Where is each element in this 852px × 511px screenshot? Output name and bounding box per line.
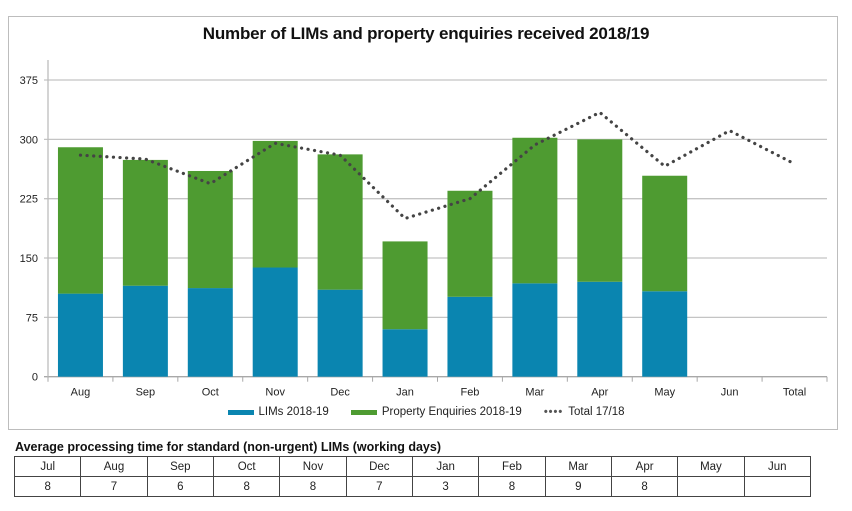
bar-lims [187, 288, 233, 377]
legend-item-property-enquiries: Property Enquiries 2018-19 [350, 406, 522, 418]
y-tick-label: 150 [20, 253, 38, 265]
table-header-cell: Jan [411, 456, 480, 477]
y-tick-label: 300 [20, 134, 38, 146]
table-value-cell [677, 476, 745, 497]
table-header-cell: Nov [279, 456, 347, 477]
legend-label: Total 17/18 [568, 406, 625, 418]
x-tick-label: Sep [136, 387, 156, 399]
bar-lims [317, 289, 363, 377]
x-tick-label: Nov [265, 387, 285, 399]
x-tick-label: Jan [396, 387, 414, 399]
x-tick-label: Apr [591, 387, 608, 399]
y-tick-label: 225 [20, 194, 38, 206]
table-header-cell: Jun [743, 456, 812, 477]
table-value-cell: 8 [279, 476, 347, 497]
total-1718-line [78, 110, 797, 221]
x-tick-label: Total [783, 387, 806, 399]
x-axis: Aug Sep Oct Nov Dec Jan Feb Mar Apr May Jun Total [47, 376, 828, 399]
legend-label: LIMs 2018-19 [258, 406, 329, 418]
table-value-cell: 8 [13, 476, 82, 497]
x-tick-label: May [654, 387, 675, 399]
legend-item-lims: LIMs 2018-19 [227, 406, 329, 418]
table-value-cell: 3 [411, 476, 480, 497]
bar-property-enquiries [447, 190, 493, 297]
table-header-cell: Sep [146, 456, 214, 477]
table-header-cell: Oct [212, 456, 281, 477]
x-tick-label: Dec [330, 387, 350, 399]
bar-lims [382, 329, 428, 377]
bar-lims [512, 283, 558, 377]
processing-table-header-row: Jul Aug Sep Oct Nov Dec Jan Feb Mar Apr May Jun [13, 456, 812, 477]
line-total-1718 [78, 110, 797, 221]
table-value-cell [743, 476, 812, 497]
table-header-cell: Jul [13, 456, 82, 477]
bar-property-enquiries [122, 159, 168, 286]
table-header-cell: Apr [610, 456, 679, 477]
bar-lims [577, 281, 623, 377]
table-value-cell: 8 [478, 476, 546, 497]
y-tick-label: 375 [20, 75, 38, 87]
y-tick-label: 0 [32, 372, 38, 384]
table-header-cell: Aug [80, 456, 148, 477]
bar-property-enquiries [57, 147, 103, 294]
legend-swatch-lims [227, 409, 254, 415]
gridlines [44, 79, 827, 378]
x-tick-label: Aug [71, 387, 91, 399]
table-header-cell: Dec [345, 456, 413, 477]
bars [57, 137, 688, 377]
legend-label: Property Enquiries 2018-19 [381, 406, 522, 418]
bar-lims [642, 291, 688, 377]
x-tick-label: Mar [525, 387, 544, 399]
table-value-cell: 8 [610, 476, 679, 497]
y-tick-label: 75 [26, 312, 38, 324]
table-value-cell: 7 [80, 476, 148, 497]
bar-property-enquiries [252, 140, 298, 268]
legend-swatch-property [350, 409, 377, 415]
bar-property-enquiries [512, 137, 558, 284]
legend: LIMs 2018-19 Property Enquiries 2018-19 … [0, 406, 852, 418]
y-axis-ticks: 0 75 150 225 300 375 [20, 60, 49, 384]
bar-property-enquiries [642, 175, 688, 292]
table-header-cell: May [677, 456, 745, 477]
bar-property-enquiries [187, 170, 233, 289]
bar-lims [57, 293, 103, 377]
bar-lims [447, 296, 493, 377]
table-value-cell: 6 [146, 476, 214, 497]
bar-lims [122, 285, 168, 377]
bar-property-enquiries [382, 241, 428, 330]
chart-title: Number of LIMs and property enquiries re… [202, 24, 650, 43]
table-value-cell: 8 [212, 476, 281, 497]
bar-lims [252, 267, 298, 377]
x-tick-label: Jun [721, 387, 739, 399]
x-tick-label: Oct [202, 387, 219, 399]
table-header-cell: Mar [544, 456, 612, 477]
table-value-cell: 9 [544, 476, 612, 497]
table-value-cell: 7 [345, 476, 413, 497]
legend-dots-icon: •••• [543, 406, 564, 418]
legend-item-total-1718: •••• Total 17/18 [544, 406, 625, 418]
x-tick-label: Feb [460, 387, 479, 399]
processing-table-title: Average processing time for standard (no… [15, 440, 441, 454]
table-header-cell: Feb [478, 456, 546, 477]
bar-property-enquiries [317, 154, 363, 290]
bar-property-enquiries [577, 139, 623, 282]
